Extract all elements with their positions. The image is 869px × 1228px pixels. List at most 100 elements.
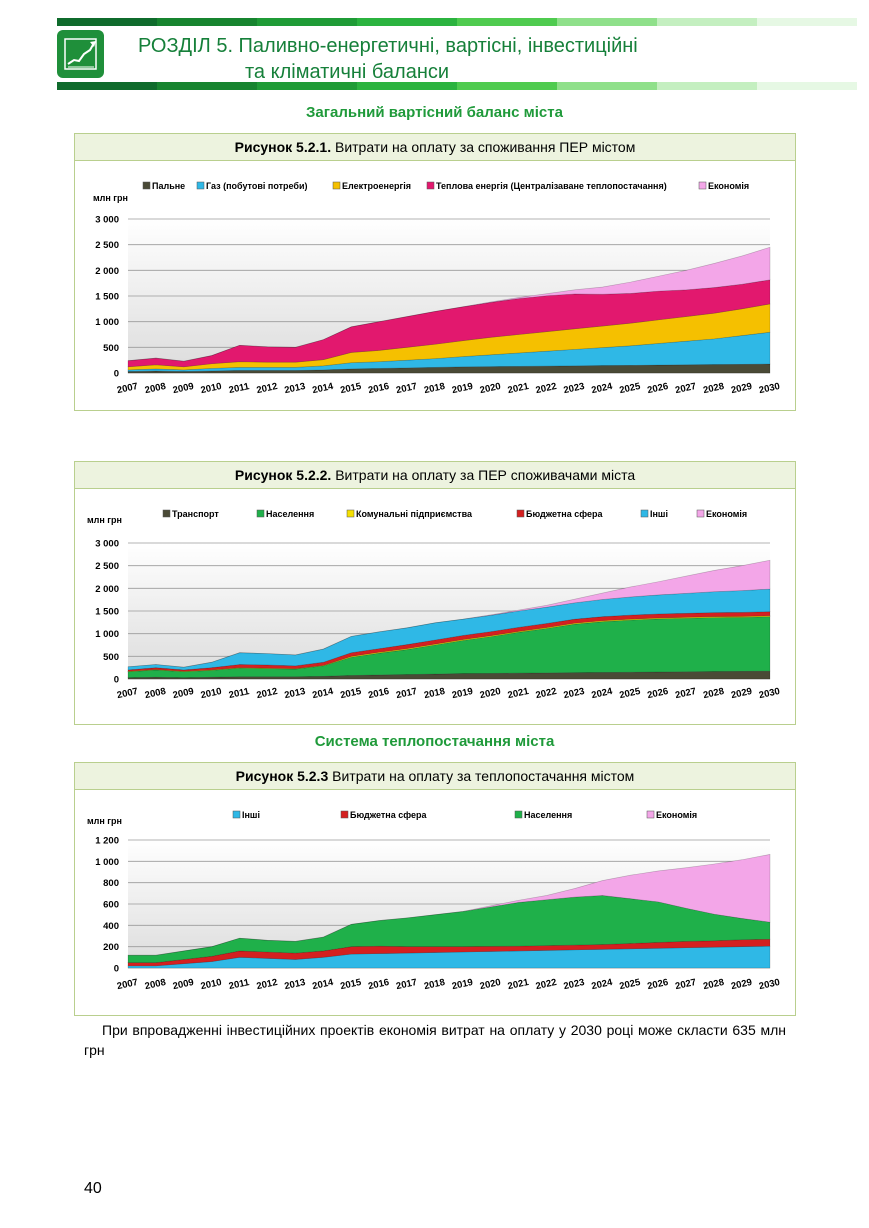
y-tick-label: 200 [103,942,119,953]
legend-label: Бюджетна сфера [526,509,604,519]
figure-5-2-3: Рисунок 5.2.3 Витрати на оплату за тепло… [74,762,796,1016]
area-series-2 [127,938,771,967]
y-axis-label: млн грн [87,816,122,826]
legend-label: Інші [242,810,260,820]
legend-label: Бюджетна сфера [350,810,428,820]
area-chart-per-consumers: 0 500 1 000 1 500 2 000 2 500 3 000 2007 2008 200… [87,509,781,701]
figure-number: Рисунок 5.2.1. [234,139,332,155]
x-tick-label: 2017 [395,686,418,701]
x-tick-label: 2020 [479,686,502,701]
x-tick-label: 2030 [758,381,781,396]
x-tick-label: 2023 [563,381,586,396]
legend-label: Газ (побутові потреби) [206,181,307,191]
y-tick-label: 1 000 [95,317,119,328]
area-series-4 [128,854,771,956]
legend-swatch [346,509,355,518]
y-tick-label: 600 [103,900,119,911]
x-tick-label: 2030 [758,686,781,701]
page-number: 40 [84,1180,102,1197]
legend-swatch [698,181,707,190]
y-tick-label: 1 200 [95,836,119,847]
x-tick-label: 2008 [144,977,167,992]
y-axis-label: млн грн [87,515,122,525]
y-tick-label: 1 000 [95,629,119,640]
x-tick-label: 2010 [200,686,223,701]
x-tick-label: 2015 [339,977,363,992]
x-tick-label: 2008 [144,686,167,701]
legend-label: Економія [708,181,749,191]
legend-label: Населення [266,509,314,519]
x-tick-label: 2019 [451,686,474,701]
legend-swatch [516,509,525,518]
legend-swatch [426,181,435,190]
x-tick-label: 2013 [283,381,306,396]
x-tick-label: 2015 [339,686,363,701]
x-tick-label: 2016 [367,381,390,396]
x-tick-label: 2029 [730,381,753,396]
x-tick-label: 2014 [311,977,335,992]
x-tick-label: 2010 [200,381,223,396]
legend-swatch [640,509,649,518]
area-series-4 [127,279,771,368]
x-tick-label: 2021 [507,381,531,396]
y-tick-label: 1 000 [95,857,119,868]
x-tick-label: 2025 [618,381,642,396]
x-tick-label: 2027 [674,381,697,396]
figure-number: Рисунок 5.2.3 [235,768,329,784]
area-series-3 [127,895,771,963]
area-chart-heat-supply: 0 200 400 600 800 1 000 1 200 2007 2008 2009 2010 2… [87,810,781,992]
x-tick-label: 2026 [646,977,669,992]
legend-swatch [142,181,151,190]
x-tick-label: 2018 [423,381,446,396]
x-tick-label: 2022 [535,686,558,701]
legend-label: Електроенергія [342,181,411,191]
x-tick-label: 2021 [507,686,531,701]
x-tick-label: 2018 [423,686,446,701]
x-tick-label: 2012 [256,977,279,992]
header-top-bar [57,18,857,26]
x-tick-label: 2007 [116,381,139,396]
legend-label: Інші [650,509,668,519]
legend-swatch [232,810,241,819]
section-heading: РОЗДІЛ 5. Паливно-енергетичні, вартісні,… [138,33,638,85]
y-tick-label: 500 [103,343,119,354]
x-tick-label: 2014 [311,381,335,396]
x-tick-label: 2019 [451,977,474,992]
legend-label: Населення [524,810,572,820]
x-tick-label: 2016 [367,977,390,992]
x-tick-label: 2027 [674,686,697,701]
x-tick-label: 2013 [283,686,306,701]
y-axis-label: млн грн [93,193,128,203]
header-bottom-bar [57,82,857,90]
figure-title: Витрати на оплату за ПЕР споживачами міс… [331,467,636,483]
y-tick-label: 3 000 [95,539,119,550]
x-tick-label: 2012 [256,686,279,701]
x-tick-label: 2030 [758,977,781,992]
x-tick-label: 2017 [395,977,418,992]
legend-swatch [196,181,205,190]
x-tick-label: 2024 [591,977,615,992]
section-heading-line1: РОЗДІЛ 5. Паливно-енергетичні, вартісні,… [138,35,638,57]
subsection-title-cost-balance: Загальний вартісний баланс міста [306,104,563,121]
legend-swatch [332,181,341,190]
x-tick-label: 2023 [563,686,586,701]
y-tick-label: 3 000 [95,215,119,226]
figure-number: Рисунок 5.2.2. [234,467,332,483]
y-tick-label: 0 [114,369,119,380]
figure-caption: Рисунок 5.2.1. Витрати на оплату за спож… [75,134,795,161]
legend-label: Теплова енергія (Централізаване теплопос… [436,181,667,191]
y-tick-label: 2 500 [95,240,119,251]
x-tick-label: 2025 [618,686,642,701]
y-tick-label: 500 [103,652,119,663]
y-tick-label: 0 [114,675,119,686]
x-tick-label: 2010 [200,977,223,992]
x-tick-label: 2011 [228,977,251,992]
figure-5-2-2: Рисунок 5.2.2. Витрати на оплату за ПЕР … [74,461,796,725]
figure-5-2-1: Рисунок 5.2.1. Витрати на оплату за спож… [74,133,796,411]
area-series-4 [127,611,771,672]
x-tick-label: 2028 [702,977,725,992]
x-tick-label: 2028 [702,381,725,396]
area-series-3 [127,303,771,371]
legend-swatch [514,810,523,819]
x-tick-label: 2022 [535,977,558,992]
